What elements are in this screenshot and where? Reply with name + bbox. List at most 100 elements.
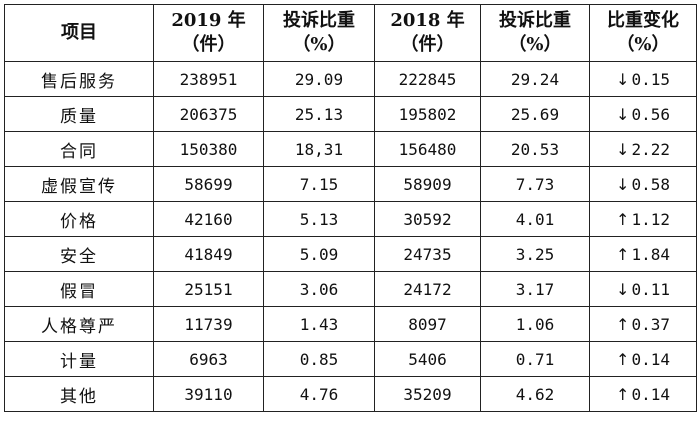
cell-item: 虚假宣传 <box>4 166 154 202</box>
table-row: 其他 39110 4.76 35209 4.62 ↑ 0.14 <box>4 376 697 412</box>
cell-change: ↓ 0.56 <box>589 96 697 132</box>
cell-change: ↑ 0.37 <box>589 306 697 342</box>
arrow-up-icon: ↑ <box>616 384 630 404</box>
table-row: 合同 150380 18,31 156480 20.53 ↓ 2.22 <box>4 131 697 167</box>
cell-item: 合同 <box>4 131 154 167</box>
cell-count-2018: 24735 <box>374 236 481 272</box>
cell-count-2018: 5406 <box>374 341 481 377</box>
cell-change: ↑ 0.14 <box>589 376 697 412</box>
cell-count-2019: 6963 <box>153 341 264 377</box>
change-value: 0.14 <box>631 384 670 404</box>
arrow-down-icon: ↓ <box>616 139 630 159</box>
cell-count-2019: 150380 <box>153 131 264 167</box>
cell-share-2018: 7.73 <box>480 166 590 202</box>
cell-share-2019: 7.15 <box>263 166 375 202</box>
cell-share-2019: 5.09 <box>263 236 375 272</box>
header-share-2019-line2: （%） <box>292 34 346 55</box>
cell-share-2019: 3.06 <box>263 271 375 307</box>
cell-share-2018: 0.71 <box>480 341 590 377</box>
cell-item: 其他 <box>4 376 154 412</box>
cell-count-2018: 222845 <box>374 61 481 97</box>
arrow-up-icon: ↑ <box>616 244 630 264</box>
cell-count-2019: 39110 <box>153 376 264 412</box>
change-value: 0.11 <box>631 279 670 299</box>
table-row: 人格尊严 11739 1.43 8097 1.06 ↑ 0.37 <box>4 306 697 342</box>
cell-share-2019: 1.43 <box>263 306 375 342</box>
arrow-down-icon: ↓ <box>616 279 630 299</box>
arrow-down-icon: ↓ <box>616 104 630 124</box>
cell-share-2018: 3.17 <box>480 271 590 307</box>
cell-share-2019: 5.13 <box>263 201 375 237</box>
cell-item: 售后服务 <box>4 61 154 97</box>
cell-count-2019: 238951 <box>153 61 264 97</box>
header-share-2018-line2: （%） <box>508 34 562 55</box>
change-value: 0.14 <box>631 349 670 369</box>
header-item-label: 项目 <box>61 22 97 43</box>
arrow-up-icon: ↑ <box>616 209 630 229</box>
cell-share-2018: 20.53 <box>480 131 590 167</box>
cell-share-2018: 4.62 <box>480 376 590 412</box>
cell-share-2018: 25.69 <box>480 96 590 132</box>
cell-share-2019: 25.13 <box>263 96 375 132</box>
cell-count-2019: 25151 <box>153 271 264 307</box>
cell-count-2018: 156480 <box>374 131 481 167</box>
arrow-up-icon: ↑ <box>616 349 630 369</box>
cell-share-2019: 18,31 <box>263 131 375 167</box>
change-value: 0.15 <box>631 69 670 89</box>
cell-item: 假冒 <box>4 271 154 307</box>
cell-change: ↑ 1.84 <box>589 236 697 272</box>
arrow-down-icon: ↓ <box>616 174 630 194</box>
header-item: 项目 <box>4 4 154 62</box>
cell-change: ↓ 0.11 <box>589 271 697 307</box>
change-value: 0.58 <box>631 174 670 194</box>
table-row: 质量 206375 25.13 195802 25.69 ↓ 0.56 <box>4 96 697 132</box>
cell-count-2018: 195802 <box>374 96 481 132</box>
header-share-2019: 投诉比重 （%） <box>263 4 375 62</box>
table-row: 虚假宣传 58699 7.15 58909 7.73 ↓ 0.58 <box>4 166 697 202</box>
change-value: 0.37 <box>631 314 670 334</box>
cell-count-2019: 206375 <box>153 96 264 132</box>
header-share-2018-line1: 投诉比重 <box>499 10 571 31</box>
cell-item: 计量 <box>4 341 154 377</box>
cell-share-2019: 4.76 <box>263 376 375 412</box>
header-count-2018: 2018 年 （件） <box>374 4 481 62</box>
table-row: 价格 42160 5.13 30592 4.01 ↑ 1.12 <box>4 201 697 237</box>
table-row: 计量 6963 0.85 5406 0.71 ↑ 0.14 <box>4 341 697 377</box>
cell-item: 质量 <box>4 96 154 132</box>
cell-count-2018: 35209 <box>374 376 481 412</box>
cell-share-2018: 4.01 <box>480 201 590 237</box>
header-change-line1: 比重变化 <box>607 10 679 31</box>
header-share-2019-line1: 投诉比重 <box>283 10 355 31</box>
cell-count-2018: 24172 <box>374 271 481 307</box>
arrow-up-icon: ↑ <box>616 314 630 334</box>
cell-item: 安全 <box>4 236 154 272</box>
cell-share-2019: 29.09 <box>263 61 375 97</box>
arrow-down-icon: ↓ <box>616 69 630 89</box>
cell-item: 价格 <box>4 201 154 237</box>
cell-item: 人格尊严 <box>4 306 154 342</box>
table-body: 售后服务 238951 29.09 222845 29.24 ↓ 0.15 质量 206375 2… <box>4 61 697 412</box>
cell-change: ↓ 2.22 <box>589 131 697 167</box>
cell-change: ↓ 0.58 <box>589 166 697 202</box>
cell-change: ↑ 1.12 <box>589 201 697 237</box>
change-value: 1.12 <box>631 209 670 229</box>
cell-change: ↓ 0.15 <box>589 61 697 97</box>
cell-share-2018: 29.24 <box>480 61 590 97</box>
header-count-2019-line2: （件） <box>181 34 236 55</box>
header-change: 比重变化 （%） <box>589 4 697 62</box>
cell-count-2019: 41849 <box>153 236 264 272</box>
header-share-2018: 投诉比重 （%） <box>480 4 590 62</box>
change-value: 2.22 <box>631 139 670 159</box>
cell-count-2018: 8097 <box>374 306 481 342</box>
cell-share-2018: 3.25 <box>480 236 590 272</box>
header-count-2018-line2: （件） <box>400 34 455 55</box>
table-row: 假冒 25151 3.06 24172 3.17 ↓ 0.11 <box>4 271 697 307</box>
table-row: 售后服务 238951 29.09 222845 29.24 ↓ 0.15 <box>4 61 697 97</box>
change-value: 0.56 <box>631 104 670 124</box>
complaint-statistics-table: 项目 2019 年 （件） 投诉比重 （%） 2018 年 （件） 投诉比重 （… <box>4 4 697 412</box>
change-value: 1.84 <box>631 244 670 264</box>
cell-share-2018: 1.06 <box>480 306 590 342</box>
cell-count-2018: 30592 <box>374 201 481 237</box>
cell-count-2019: 42160 <box>153 201 264 237</box>
cell-count-2018: 58909 <box>374 166 481 202</box>
